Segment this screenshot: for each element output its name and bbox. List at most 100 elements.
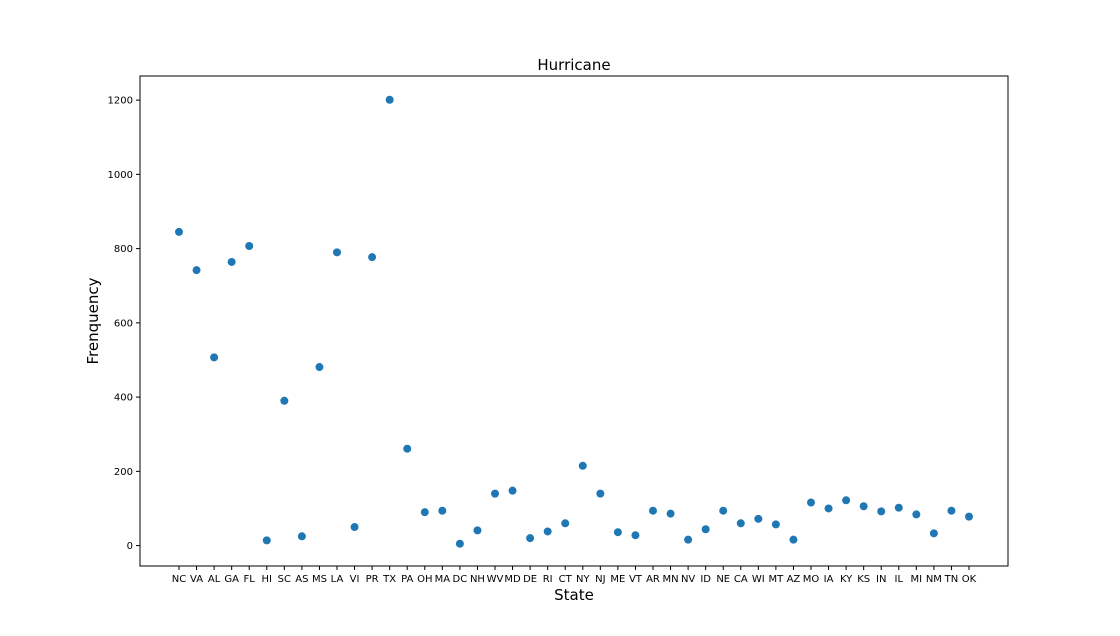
data-point-md (508, 486, 517, 495)
x-tick-label-ma: MA (435, 574, 451, 585)
x-tick-label-ms: MS (312, 574, 327, 585)
x-tick-label-mn: MN (663, 574, 679, 585)
x-tick-label-in: IN (876, 574, 886, 585)
y-tick-label: 0 (127, 541, 133, 552)
chart-title: Hurricane (537, 56, 610, 74)
x-tick-label-ar: AR (646, 574, 660, 585)
x-tick-label-ok: OK (962, 574, 977, 585)
data-point-ct (561, 519, 570, 528)
data-point-ny (578, 461, 587, 470)
plot-frame (139, 75, 1009, 567)
data-point-al (210, 353, 219, 362)
data-point-vi (350, 523, 359, 532)
data-point-ar (649, 506, 657, 515)
data-point-ma (438, 506, 447, 515)
data-point-nj (596, 489, 605, 498)
data-point-tn (947, 506, 956, 515)
data-point-nv (684, 535, 693, 544)
x-tick-label-vt: VT (629, 574, 643, 585)
data-point-wi (754, 514, 763, 523)
x-tick-label-il: IL (895, 574, 904, 585)
data-point-de (526, 534, 535, 543)
data-point-mn (666, 509, 675, 518)
x-tick-label-ct: CT (559, 574, 573, 585)
data-point-dc (455, 539, 464, 548)
x-tick-label-vi: VI (350, 574, 360, 585)
data-point-ks (859, 502, 868, 511)
x-tick-label-az: AZ (787, 574, 801, 585)
data-point-pa (403, 444, 412, 453)
data-point-az (789, 535, 798, 544)
data-point-ne (719, 506, 728, 515)
y-tick-label: 200 (114, 467, 133, 478)
x-tick-label-tn: TN (944, 574, 959, 585)
x-tick-label-mi: MI (911, 574, 923, 585)
data-point-tx (385, 95, 394, 104)
data-point-va (192, 266, 201, 275)
x-tick-label-nj: NJ (595, 574, 605, 585)
x-tick-label-wv: WV (487, 574, 504, 585)
data-point-mt (771, 520, 780, 529)
x-tick-label-al: AL (208, 574, 221, 585)
data-point-pr (368, 253, 377, 262)
y-tick-label: 800 (114, 244, 133, 255)
x-tick-label-oh: OH (417, 574, 432, 585)
plot-area: 0 200 400 600 800 1000 1200 NC VA AL GA FL HI SC AS MS L… (108, 96, 977, 585)
data-point-ok (965, 512, 973, 521)
data-point-ky (842, 496, 851, 505)
x-tick-label-me: ME (610, 574, 625, 585)
x-tick-label-fl: FL (244, 574, 256, 585)
data-point-id (701, 525, 710, 534)
x-tick-label-nm: NM (926, 574, 942, 585)
x-tick-label-pa: PA (401, 574, 413, 585)
data-point-as (297, 532, 306, 541)
x-tick-label-ri: RI (543, 574, 553, 585)
x-tick-label-hi: HI (262, 574, 272, 585)
data-point-nh (473, 526, 482, 535)
data-point-ms (315, 363, 324, 372)
data-point-ia (824, 504, 833, 513)
x-tick-label-mt: MT (769, 574, 785, 585)
data-point-nc (175, 227, 183, 236)
x-tick-label-pr: PR (366, 574, 379, 585)
data-point-wv (491, 489, 499, 498)
data-point-vt (631, 531, 640, 540)
data-point-hi (262, 536, 271, 545)
x-tick-label-tx: TX (382, 574, 396, 585)
x-tick-label-nv: NV (681, 574, 695, 585)
data-point-nm (929, 529, 938, 538)
y-axis-label: Frenquency (84, 277, 102, 364)
x-tick-label-va: VA (190, 574, 203, 585)
data-point-il (894, 503, 903, 512)
x-tick-label-nc: NC (172, 574, 186, 585)
y-tick-label: 600 (114, 318, 133, 329)
x-tick-label-id: ID (700, 574, 711, 585)
x-tick-label-dc: DC (453, 574, 468, 585)
x-tick-label-mo: MO (803, 574, 820, 585)
x-tick-label-wi: WI (752, 574, 765, 585)
data-point-oh (420, 508, 429, 517)
data-point-mi (912, 510, 921, 519)
x-tick-label-ia: IA (824, 574, 834, 585)
x-tick-label-ny: NY (576, 574, 590, 585)
x-tick-label-ga: GA (224, 574, 239, 585)
data-point-sc (280, 396, 289, 405)
x-tick-label-ne: NE (716, 574, 730, 585)
data-point-ca (736, 519, 745, 528)
data-point-la (333, 248, 341, 257)
x-tick-label-sc: SC (278, 574, 291, 585)
x-tick-label-ky: KY (840, 574, 853, 585)
data-point-in (877, 507, 886, 516)
x-tick-label-de: DE (523, 574, 537, 585)
y-tick-label: 400 (114, 393, 133, 404)
x-tick-label-ks: KS (857, 574, 870, 585)
x-tick-label-nh: NH (470, 574, 485, 585)
x-tick-label-la: LA (331, 574, 344, 585)
x-tick-label-ca: CA (734, 574, 748, 585)
x-tick-label-as: AS (295, 574, 308, 585)
data-point-ga (227, 257, 236, 266)
x-axis-label: State (554, 586, 594, 604)
data-point-mo (807, 498, 815, 507)
